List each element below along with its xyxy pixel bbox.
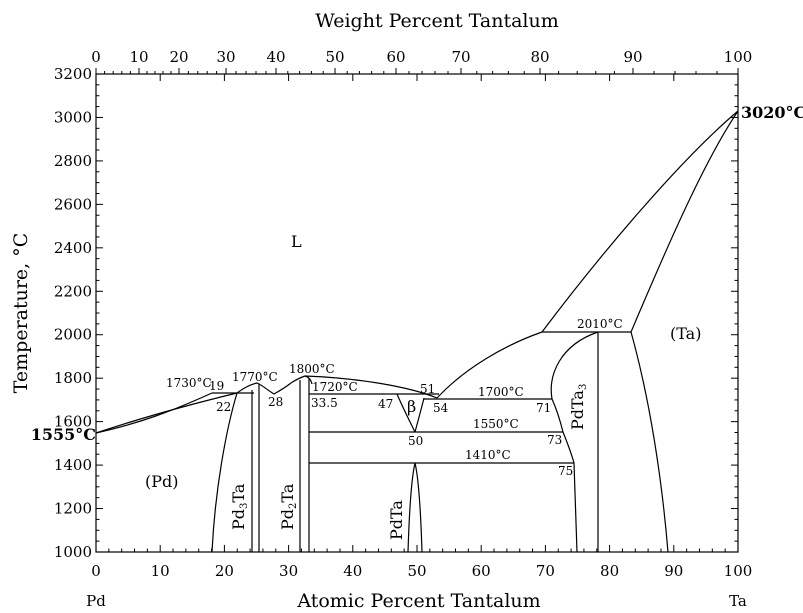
top-tick-label: 50 xyxy=(325,48,344,66)
right-element-label: Ta xyxy=(729,592,747,610)
top-tick-label: 10 xyxy=(129,48,148,66)
top-tick-label: 90 xyxy=(623,48,642,66)
composition-22-label: 22 xyxy=(216,400,231,414)
pdta3-left-phase-boundary xyxy=(551,398,578,553)
pdta3-liquidus-arc xyxy=(550,331,599,400)
bottom-tick-label: 50 xyxy=(407,562,426,580)
composition-54-label: 54 xyxy=(433,401,449,415)
invariant-1800-label: 1800°C xyxy=(289,362,335,376)
composition-47-label: 47 xyxy=(378,397,393,411)
left-tick-labels: 1000 1200 1400 1600 1800 2000 2200 2400 2600 2800… xyxy=(54,65,92,561)
composition-71-label: 71 xyxy=(536,401,551,415)
top-tick-label: 60 xyxy=(386,48,405,66)
bottom-tick-label: 0 xyxy=(91,562,101,580)
top-tick-label: 100 xyxy=(724,48,753,66)
pd-melting-point-label: 1555°C xyxy=(31,425,96,444)
pd-solidus-line xyxy=(95,392,213,434)
composition-50-label: 50 xyxy=(408,434,423,448)
invariant-2010-label: 2010°C xyxy=(577,317,623,331)
pd-phase-label: (Pd) xyxy=(145,472,179,491)
beta-right-boundary xyxy=(414,397,425,433)
top-tick-label: 0 xyxy=(91,48,101,66)
composition-33-5-label: 33.5 xyxy=(311,396,338,410)
bottom-tick-labels: 0 10 20 30 40 50 60 70 80 90 100 xyxy=(91,562,752,580)
pdta3-phase-label: PdTa3 xyxy=(568,384,589,430)
top-tick-label: 80 xyxy=(530,48,549,66)
y-tick-label: 2200 xyxy=(54,282,92,300)
invariant-1720-label: 1720°C xyxy=(312,380,358,394)
bottom-tick-label: 70 xyxy=(536,562,555,580)
top-tick-label: 20 xyxy=(169,48,188,66)
pd2ta-phase-label: Pd2Ta xyxy=(278,483,299,530)
composition-19-label: 19 xyxy=(209,379,224,393)
bottom-tick-label: 30 xyxy=(279,562,298,580)
y-tick-label: 2800 xyxy=(54,152,92,170)
bottom-tick-label: 20 xyxy=(215,562,234,580)
pd-solvus-line xyxy=(211,392,238,553)
composition-28-label: 28 xyxy=(268,395,283,409)
y-tick-label: 1200 xyxy=(54,500,92,518)
pdta-dome xyxy=(407,462,423,553)
beta-left-boundary xyxy=(396,393,416,433)
top-tick-label: 40 xyxy=(266,48,285,66)
invariant-1700-label: 1700°C xyxy=(478,385,524,399)
beta-phase-label: β xyxy=(407,397,416,416)
bottom-tick-label: 90 xyxy=(664,562,683,580)
top-tick-label: 70 xyxy=(451,48,470,66)
top-axis-title: Weight Percent Tantalum xyxy=(315,10,558,32)
bottom-axis-title: Atomic Percent Tantalum xyxy=(296,590,540,612)
y-tick-label: 2600 xyxy=(54,195,92,213)
composition-51-label: 51 xyxy=(420,382,435,396)
invariant-1410-label: 1410°C xyxy=(465,448,511,462)
liquid-phase-label: L xyxy=(291,232,302,251)
composition-73-label: 73 xyxy=(547,433,562,447)
composition-75-label: 75 xyxy=(558,464,573,478)
y-tick-label: 2000 xyxy=(54,326,92,344)
ta-solvus-line xyxy=(630,331,669,553)
top-tick-label: 30 xyxy=(216,48,235,66)
plot-frame xyxy=(95,73,739,553)
y-tick-label: 1600 xyxy=(54,413,92,431)
ta-melting-point-label: 3020°C xyxy=(741,103,803,122)
phase-boundaries xyxy=(95,110,739,553)
invariant-1730-label: 1730°C xyxy=(166,376,212,390)
y-tick-label: 3000 xyxy=(54,108,92,126)
bottom-tick-label: 100 xyxy=(724,562,753,580)
bottom-tick-label: 40 xyxy=(343,562,362,580)
y-tick-label: 1800 xyxy=(54,369,92,387)
bottom-tick-label: 80 xyxy=(600,562,619,580)
ta-solidus-line xyxy=(630,110,739,333)
axis-ticks xyxy=(95,68,739,553)
bottom-tick-label: 10 xyxy=(151,562,170,580)
bottom-tick-label: 60 xyxy=(472,562,491,580)
pd3ta-phase-label: Pd3Ta xyxy=(229,483,250,530)
top-tick-labels: 0 10 20 30 40 50 60 70 80 90 100 xyxy=(91,48,752,66)
y-tick-label: 1000 xyxy=(54,543,92,561)
left-element-label: Pd xyxy=(86,592,106,610)
y-axis-title: Temperature, °C xyxy=(10,233,32,394)
pdta-phase-label: PdTa xyxy=(387,500,406,540)
y-tick-label: 2400 xyxy=(54,239,92,257)
y-tick-label: 1400 xyxy=(54,456,92,474)
ta-liquidus-line xyxy=(436,110,739,399)
invariant-1550-label: 1550°C xyxy=(473,417,519,431)
ta-phase-label: (Ta) xyxy=(670,324,701,343)
pd3ta-liquidus-dome xyxy=(236,382,292,395)
y-tick-label: 3200 xyxy=(54,65,92,83)
invariant-1770-label: 1770°C xyxy=(232,370,278,384)
